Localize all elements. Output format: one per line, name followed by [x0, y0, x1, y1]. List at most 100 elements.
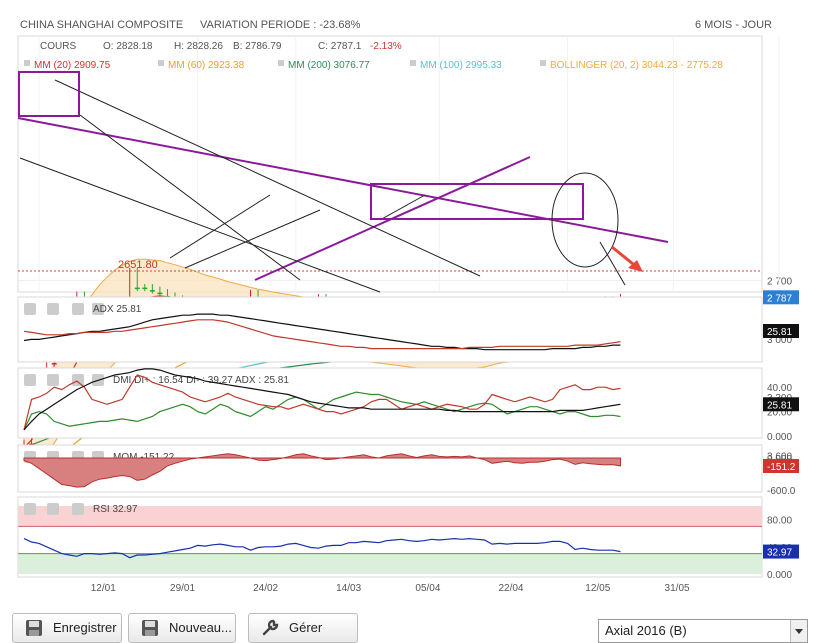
arrow-up-icon [72, 503, 84, 515]
trend-line [184, 209, 321, 269]
candle-body [134, 287, 140, 290]
legend-toggle-icon [278, 60, 284, 66]
save-button[interactable]: Enregistrer [12, 613, 122, 643]
trend-line [17, 117, 669, 243]
legend-mm200: MM (200) 3076.77 [288, 60, 370, 71]
adx-value-tag [763, 324, 799, 338]
legend-toggle-icon [410, 60, 416, 66]
adx-value-tag-label: 25.81 [767, 327, 792, 338]
save-label: Enregistrer [53, 620, 117, 635]
legend-cours: COURS [40, 41, 76, 52]
rsi-oversold-zone [18, 553, 762, 574]
legend-open: O: 2828.18 [103, 41, 153, 52]
price-tick-label: 3 000 [767, 335, 792, 346]
last-price-tag [763, 290, 799, 305]
date-tick-label: 29/01 [170, 583, 195, 594]
adx-panel [17, 296, 763, 363]
floppy-disk-icon [26, 620, 42, 636]
legend-high: H: 2828.26 [174, 41, 223, 52]
candle-body [142, 287, 148, 290]
legend-mm100: MM (100) 2995.33 [420, 60, 502, 71]
trend-box [370, 183, 584, 220]
new-button[interactable]: Nouveau... [128, 613, 236, 643]
mom-area [23, 453, 621, 488]
legend-change: -2.13% [370, 41, 402, 52]
adx-line [23, 313, 621, 351]
trend-line [54, 79, 481, 277]
mom-value-tag-label: -151.2 [767, 462, 796, 473]
adx-label: ADX 25.81 [93, 304, 142, 315]
mom-tick-label: -600.0 [767, 486, 796, 497]
date-tick-label: 31/05 [665, 583, 690, 594]
template-select-value: Axial 2016 (B) [605, 623, 687, 638]
legend-mm60: MM (60) 2923.38 [168, 60, 245, 71]
wrench-icon [262, 619, 279, 636]
highlight-ellipse [551, 172, 619, 268]
date-tick-label: 14/03 [336, 583, 361, 594]
date-tick-label: 12/01 [91, 583, 116, 594]
chevron-down-icon [790, 620, 807, 642]
adx-di-line [23, 319, 621, 350]
dmi-tick-label: 0.000 [767, 432, 792, 443]
date-tick-label: 24/02 [253, 583, 278, 594]
trend-box [18, 71, 80, 117]
dmi-panel [17, 367, 763, 439]
price-panel [17, 35, 763, 293]
dmi-value-tag [763, 397, 799, 412]
dmi-minus-line [23, 374, 621, 431]
manage-button[interactable]: Gérer [248, 613, 358, 643]
last-price-tag-label: 2 787 [767, 293, 792, 304]
candle-body [29, 443, 35, 446]
bottom-toolbar: Enregistrer Nouveau... Gérer Axial 2016 … [0, 605, 820, 643]
close-icon [24, 503, 36, 515]
mom-value-tag [763, 459, 799, 474]
price-tick-label: 2 700 [767, 276, 792, 287]
gear-icon [47, 374, 59, 386]
trend-line [19, 157, 381, 293]
legend-low: B: 2786.79 [233, 41, 282, 52]
price-tick-label: 3 600 [767, 451, 792, 462]
close-icon [24, 303, 36, 315]
arrow-up-icon [72, 303, 84, 315]
rsi-overbought-zone [18, 506, 762, 527]
candle-body [51, 363, 57, 365]
trend-line [169, 194, 271, 259]
candle-body [157, 292, 163, 295]
gear-icon [47, 303, 59, 315]
dmi-adx-line [23, 368, 621, 431]
rsi-label: RSI 32.97 [93, 504, 138, 515]
floppy-disk-icon [142, 620, 158, 636]
arrow-up-icon [72, 374, 84, 386]
legend-toggle-icon [24, 60, 30, 66]
candle-body [149, 290, 155, 292]
index-title: CHINA SHANGHAI COMPOSITE [20, 19, 184, 31]
level-label: 2651.80 [118, 259, 158, 271]
legend-toggle-icon [540, 60, 546, 66]
gear-icon [47, 503, 59, 515]
rsi-value-tag-label: 32.97 [767, 548, 792, 559]
dmi-plus-line [23, 391, 621, 431]
dmi-label: DMI DI+ : 16.54 DI- : 39.27 ADX : 25.81 [113, 375, 289, 386]
arrow-down-icon [92, 303, 104, 315]
date-tick-label: 05/04 [415, 583, 440, 594]
close-icon [24, 374, 36, 386]
legend-bollinger: BOLLINGER (20, 2) 3044.23 - 2775.28 [550, 60, 723, 71]
dmi-value-tag-label: 25.81 [767, 400, 792, 411]
period-variation: VARIATION PERIODE : -23.68% [200, 19, 361, 31]
period-selector[interactable]: 6 MOIS - JOUR [694, 19, 772, 31]
dmi-tick-label: 40.00 [767, 383, 792, 394]
trend-line [79, 114, 301, 281]
legend-toggle-icon [158, 60, 164, 66]
date-tick-label: 22/04 [498, 583, 523, 594]
rsi-tick-label: 80.00 [767, 516, 792, 527]
template-select[interactable]: Axial 2016 (B) [598, 619, 808, 643]
dmi-tick-label: 20.00 [767, 408, 792, 419]
trend-line [379, 194, 426, 221]
down-arrow-head [628, 260, 643, 272]
date-tick-label: 12/05 [585, 583, 610, 594]
rsi-value-tag [763, 544, 799, 559]
manage-label: Gérer [289, 620, 323, 635]
legend-mm20: MM (20) 2909.75 [34, 60, 111, 71]
new-label: Nouveau... [169, 620, 232, 635]
